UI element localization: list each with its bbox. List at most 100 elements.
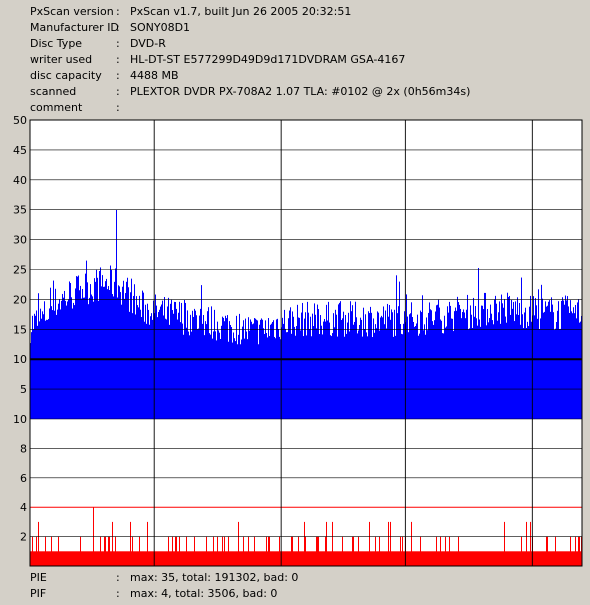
pie-y-tick-label: 50 — [13, 114, 27, 127]
pie-bar — [453, 331, 454, 419]
pie-bar — [77, 276, 78, 419]
pie-bar — [440, 319, 441, 419]
pie-bar — [66, 305, 67, 419]
pie-bar — [381, 315, 382, 419]
pie-bar — [434, 320, 435, 419]
pie-bar — [521, 277, 522, 419]
pie-bar — [213, 331, 214, 419]
pie-bar — [327, 320, 328, 419]
pie-bar — [497, 320, 498, 419]
pie-bar — [474, 316, 475, 419]
pif-bar — [104, 536, 105, 566]
pie-bar — [49, 308, 50, 419]
pie-bar — [539, 329, 540, 419]
pie-bar — [538, 289, 539, 419]
pie-bar — [518, 315, 519, 419]
pie-y-tick-label: 45 — [13, 144, 27, 157]
pif-bar — [575, 536, 576, 566]
pif-bar — [217, 536, 218, 566]
pie-bar — [373, 318, 374, 419]
pie-y-tick-label: 25 — [13, 264, 27, 277]
pie-bar — [412, 317, 413, 419]
pie-bar — [498, 312, 499, 419]
pie-bar — [349, 331, 350, 419]
pie-bar — [240, 344, 241, 419]
summary-value: max: 4, total: 3506, bad: 0 — [130, 587, 278, 600]
pie-bar — [106, 278, 107, 419]
pie-bar — [284, 309, 285, 419]
pie-bar — [530, 295, 531, 419]
pie-bar — [206, 324, 207, 419]
pie-bar — [159, 309, 160, 419]
pie-bar — [220, 339, 221, 419]
pie-bar — [244, 338, 245, 419]
pie-bar — [131, 278, 132, 419]
pie-bar — [475, 305, 476, 419]
pie-bar — [543, 312, 544, 419]
pif-bar — [108, 536, 109, 566]
pie-bar — [315, 314, 316, 419]
pie-bar — [166, 319, 167, 419]
pie-bar — [339, 302, 340, 419]
pie-bar — [417, 314, 418, 419]
pie-bar — [246, 331, 247, 419]
pie-bar — [215, 331, 216, 419]
pie-bar — [490, 304, 491, 419]
pie-bar — [197, 329, 198, 419]
pif-bar — [304, 521, 305, 566]
pie-bar — [501, 294, 502, 419]
pie-bar — [262, 319, 263, 419]
pif-bar — [420, 536, 421, 566]
pie-bar — [212, 338, 213, 419]
pie-bar — [491, 313, 492, 419]
pie-bar — [488, 322, 489, 419]
summary-value: max: 35, total: 191302, bad: 0 — [130, 571, 299, 584]
pie-bar — [280, 339, 281, 419]
pie-bar — [522, 314, 523, 419]
pie-bar — [515, 301, 516, 419]
pie-bar — [150, 316, 151, 419]
pie-bar — [151, 313, 152, 419]
pif-bar — [222, 536, 223, 566]
pie-bar — [482, 305, 483, 419]
pie-bar — [143, 292, 144, 419]
pie-bar — [459, 304, 460, 419]
pie-bar — [33, 329, 34, 419]
pie-bar — [230, 324, 231, 419]
pie-bar — [283, 323, 284, 419]
pie-bar — [185, 302, 186, 419]
pie-bar — [169, 324, 170, 419]
pie-bar — [329, 322, 330, 419]
pie-bar — [334, 327, 335, 419]
pie-bar — [514, 321, 515, 419]
pif-bar — [112, 521, 113, 566]
pif-bar — [176, 536, 177, 566]
pie-bar — [452, 318, 453, 419]
pie-bar — [303, 336, 304, 419]
pie-bar — [495, 295, 496, 419]
pie-bar — [575, 304, 576, 419]
pif-bar — [243, 536, 244, 566]
pie-bar — [91, 294, 92, 419]
pie-bar — [428, 312, 429, 419]
pie-bar — [388, 316, 389, 419]
pie-bar — [296, 326, 297, 419]
pie-bar — [137, 305, 138, 419]
info-row-comment: comment: — [30, 101, 120, 114]
pie-bar — [132, 313, 133, 419]
pie-bar — [56, 314, 57, 419]
pie-bar — [503, 307, 504, 419]
pie-bar — [152, 319, 153, 419]
pie-bar — [450, 305, 451, 419]
pie-bar — [147, 303, 148, 419]
pie-bar — [120, 292, 121, 419]
pif-bar — [248, 536, 249, 566]
pie-bar — [389, 304, 390, 419]
summary-row-pie: PIE: max: 35, total: 191302, bad: 0 — [30, 571, 299, 584]
pie-bar — [471, 314, 472, 419]
pie-bar — [527, 321, 528, 419]
pie-bar — [208, 307, 209, 419]
pif-bar — [168, 536, 169, 566]
pie-bar — [572, 313, 573, 419]
pif-bar — [206, 536, 207, 566]
